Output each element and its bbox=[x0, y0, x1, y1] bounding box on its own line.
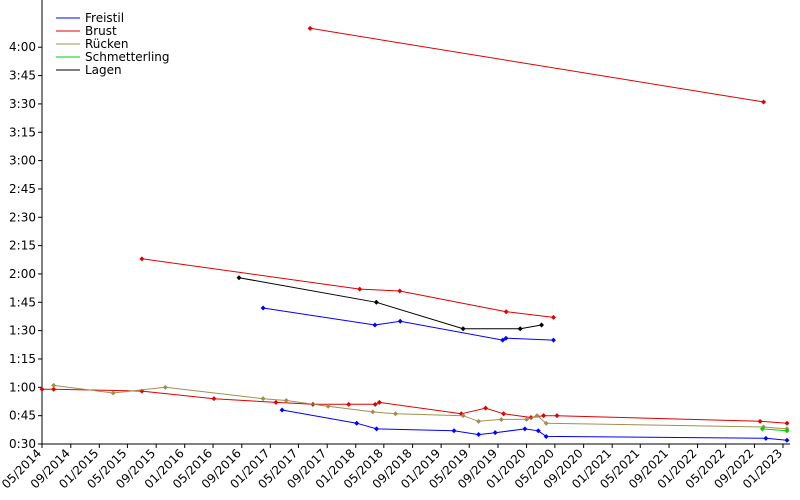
y-tick-label: 0:30 bbox=[9, 437, 36, 451]
data-point bbox=[372, 401, 378, 407]
data-point bbox=[370, 409, 376, 415]
data-point bbox=[483, 405, 489, 411]
data-point bbox=[279, 407, 285, 413]
data-point bbox=[500, 337, 506, 343]
y-tick-label: 2:30 bbox=[9, 210, 36, 224]
y-tick-label: 0:45 bbox=[9, 409, 36, 423]
data-point bbox=[522, 426, 528, 432]
series-brust bbox=[39, 25, 790, 426]
series-lagen bbox=[236, 275, 545, 332]
data-point bbox=[524, 416, 530, 422]
series-freistil bbox=[260, 305, 790, 443]
data-point bbox=[503, 309, 509, 315]
data-point bbox=[759, 426, 765, 432]
series-line bbox=[263, 307, 554, 341]
data-point bbox=[397, 288, 403, 294]
data-point bbox=[539, 322, 545, 328]
data-point bbox=[39, 386, 45, 392]
data-point bbox=[460, 326, 466, 332]
data-point bbox=[110, 390, 116, 396]
y-tick-label: 1:00 bbox=[9, 380, 36, 394]
data-point bbox=[357, 286, 363, 292]
data-point bbox=[273, 399, 279, 405]
data-point bbox=[498, 416, 504, 422]
data-point bbox=[460, 413, 466, 419]
y-tick-label: 1:45 bbox=[9, 295, 36, 309]
y-tick-label: 1:30 bbox=[9, 324, 36, 338]
data-point bbox=[376, 399, 382, 405]
series-line bbox=[42, 388, 788, 424]
y-tick-label: 3:15 bbox=[9, 125, 36, 139]
series-line bbox=[310, 27, 764, 103]
data-point bbox=[346, 401, 352, 407]
data-point bbox=[476, 418, 482, 424]
data-point bbox=[260, 396, 266, 402]
legend-label: Rücken bbox=[85, 37, 129, 51]
data-point bbox=[162, 384, 168, 390]
data-point bbox=[492, 430, 498, 436]
data-point bbox=[51, 382, 57, 388]
series-line bbox=[53, 384, 788, 430]
data-point bbox=[307, 25, 313, 31]
data-point bbox=[503, 335, 509, 341]
y-tick-label: 2:45 bbox=[9, 182, 36, 196]
data-point bbox=[550, 337, 556, 343]
series-line bbox=[141, 258, 554, 318]
series-line bbox=[238, 277, 542, 330]
data-point bbox=[757, 418, 763, 424]
data-point bbox=[283, 398, 289, 404]
series-line bbox=[762, 428, 788, 432]
data-point bbox=[211, 396, 217, 402]
data-point bbox=[139, 256, 145, 262]
legend-label: Schmetterling bbox=[85, 50, 170, 64]
series-rücken bbox=[51, 382, 790, 432]
data-point bbox=[784, 428, 790, 434]
data-point bbox=[543, 433, 549, 439]
data-point bbox=[501, 411, 507, 417]
legend-label: Lagen bbox=[85, 63, 122, 77]
data-point bbox=[784, 420, 790, 426]
data-point bbox=[236, 275, 242, 281]
data-point bbox=[784, 437, 790, 443]
data-point bbox=[397, 318, 403, 324]
data-point bbox=[372, 322, 378, 328]
data-point bbox=[761, 99, 767, 105]
data-point bbox=[260, 305, 266, 311]
data-point bbox=[517, 326, 523, 332]
data-point bbox=[535, 428, 541, 434]
legend-label: Brust bbox=[85, 24, 117, 38]
data-point bbox=[354, 420, 360, 426]
data-point bbox=[763, 435, 769, 441]
y-tick-label: 3:45 bbox=[9, 69, 36, 83]
data-point bbox=[393, 411, 399, 417]
y-tick-label: 4:00 bbox=[9, 40, 36, 54]
data-point bbox=[451, 428, 457, 434]
data-point bbox=[373, 299, 379, 305]
y-tick-label: 2:15 bbox=[9, 239, 36, 253]
data-point bbox=[550, 314, 556, 320]
y-tick-label: 3:30 bbox=[9, 97, 36, 111]
series-line bbox=[282, 409, 788, 441]
legend-label: Freistil bbox=[85, 11, 124, 25]
data-point bbox=[534, 413, 540, 419]
data-point bbox=[374, 426, 380, 432]
data-point bbox=[543, 420, 549, 426]
y-tick-label: 2:00 bbox=[9, 267, 36, 281]
y-tick-label: 1:15 bbox=[9, 352, 36, 366]
y-tick-label: 3:00 bbox=[9, 154, 36, 168]
data-point bbox=[476, 432, 482, 438]
data-point bbox=[51, 386, 57, 392]
plot-area bbox=[39, 25, 790, 443]
data-point bbox=[554, 413, 560, 419]
series-schmetterling bbox=[759, 426, 790, 434]
data-point bbox=[541, 413, 547, 419]
data-point bbox=[325, 403, 331, 409]
